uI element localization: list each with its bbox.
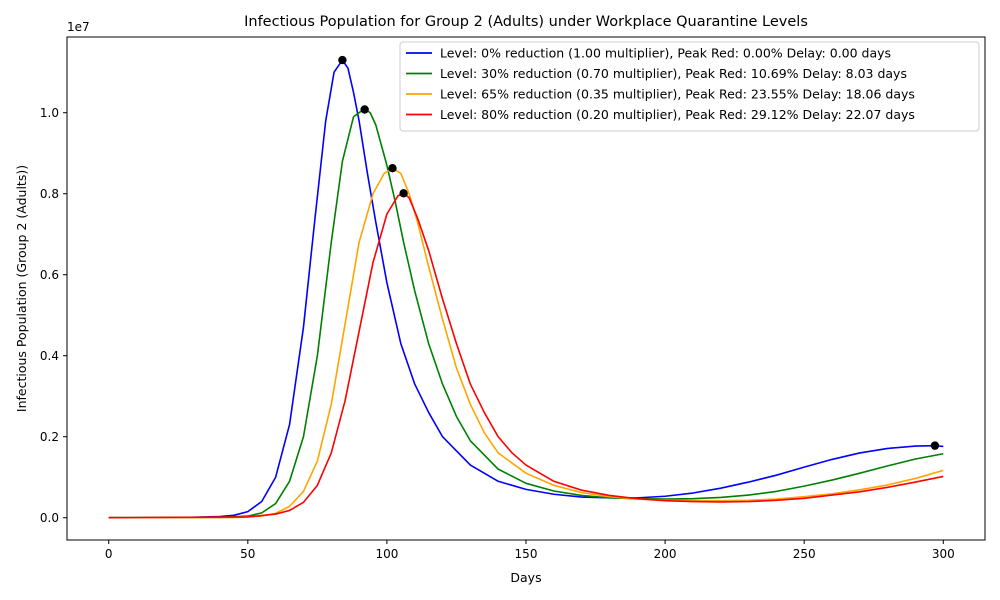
y-tick-label: 0.0 (40, 511, 59, 525)
y-tick-label: 0.2 (40, 430, 59, 444)
legend-label-4: Level: 80% reduction (0.20 multiplier), … (440, 107, 915, 122)
peak-marker-3 (388, 164, 397, 173)
legend-label-2: Level: 30% reduction (0.70 multiplier), … (440, 66, 907, 81)
series-line-1 (108, 59, 944, 519)
y-tick-label: 0.4 (40, 349, 59, 363)
peak-marker-2 (360, 105, 369, 114)
x-tick-label: 150 (515, 547, 538, 561)
series-line-4 (108, 192, 944, 519)
peak-marker-1 (338, 55, 347, 65)
series-line-3 (108, 167, 944, 519)
x-tick-label: 250 (793, 547, 816, 561)
y-axis-ticks: 0.0 0.2 0.4 0.6 0.8 1.0 (40, 106, 67, 525)
y-tick-label: 0.8 (40, 187, 59, 201)
y-axis-label: Infectious Population (Group 2 (Adults)) (14, 165, 29, 412)
x-axis-ticks: 0 50 100 150 200 250 300 (105, 540, 955, 561)
x-axis-label: Days (510, 570, 541, 585)
legend: Level: 0% reduction (1.00 multiplier), P… (399, 41, 980, 132)
y-axis-offset-label: 1e7 (67, 20, 90, 34)
peak-marker-4 (399, 189, 408, 198)
x-tick-label: 0 (105, 547, 113, 561)
y-tick-label: 0.6 (40, 268, 59, 282)
peak-markers (338, 55, 940, 450)
legend-box (399, 41, 980, 132)
chart-title: Infectious Population for Group 2 (Adult… (244, 14, 808, 30)
x-tick-label: 50 (240, 547, 255, 561)
legend-label-3: Level: 65% reduction (0.35 multiplier), … (440, 87, 915, 102)
legend-label-1: Level: 0% reduction (1.00 multiplier), P… (440, 46, 891, 61)
x-tick-label: 300 (932, 547, 955, 561)
x-tick-label: 100 (375, 547, 398, 561)
y-tick-label: 1.0 (40, 106, 59, 120)
series-line-2 (108, 107, 944, 519)
peak-marker-5 (930, 441, 940, 450)
series-layer (108, 59, 944, 519)
x-tick-label: 200 (654, 547, 677, 561)
